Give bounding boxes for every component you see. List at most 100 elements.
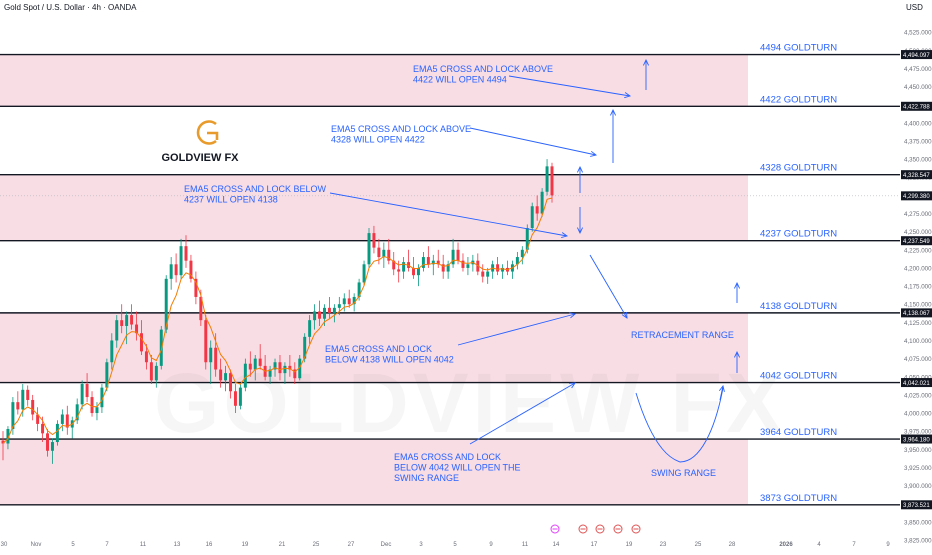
arrow-line (469, 127, 597, 156)
candle-body (352, 296, 356, 305)
candle-body (130, 315, 134, 325)
economic-events[interactable] (550, 524, 641, 534)
candle-body (436, 260, 440, 265)
x-tick-label: 23 (660, 542, 667, 548)
arrow-head (621, 311, 628, 319)
candles (1, 159, 554, 464)
candle-body (46, 433, 49, 451)
candle-body (342, 298, 346, 305)
candle-body (11, 402, 15, 429)
x-tick-label: 17 (591, 542, 598, 548)
y-tick-label: 4,250.000 (904, 229, 932, 236)
level-price-box-7 (901, 500, 932, 510)
candle-body (431, 260, 435, 265)
x-tick-label: Nov (31, 542, 42, 548)
candle-body (140, 333, 143, 352)
candle-body (110, 340, 114, 363)
candle-body (535, 206, 539, 214)
candle-body (50, 442, 54, 451)
annotation-line: SWING RANGE (651, 468, 716, 478)
arrow-line (469, 382, 576, 445)
candle-body (515, 257, 519, 265)
arrow-head (568, 382, 576, 389)
candle-body (125, 315, 129, 326)
x-tick-label: 4 (817, 542, 821, 548)
candle-body (248, 363, 252, 370)
candle-body (288, 365, 292, 370)
y-tick-label: 3,950.000 (904, 447, 932, 454)
candle-body (115, 320, 119, 341)
x-tick-label: 5 (453, 542, 457, 548)
y-tick-label: 4,100.000 (904, 338, 932, 345)
annotation-line: RETRACEMENT RANGE (631, 330, 734, 340)
candle-body (164, 278, 168, 330)
y-tick-label: 4,175.000 (904, 284, 932, 291)
goldview-logo: GOLDVIEW FX (162, 120, 239, 164)
candle-body (219, 369, 223, 381)
candle-body (446, 264, 450, 272)
level-price-box-3 (901, 236, 932, 246)
y-tick-label: 4,050.000 (904, 374, 932, 381)
candle-body (105, 362, 109, 388)
candle-body (6, 428, 10, 444)
x-tick-label: 19 (626, 542, 633, 548)
candle-body (273, 362, 277, 370)
arrow-head (733, 350, 741, 358)
candle-body (426, 257, 430, 265)
candle-body (461, 260, 465, 268)
arrow-head (561, 232, 569, 239)
candle-body (85, 384, 89, 398)
chart-title: Gold Spot / U.S. Dollar · 4h · OANDA (4, 3, 137, 12)
level-price-text-1: 4,422.788 (903, 105, 930, 111)
level-price-text-7: 3,873.521 (903, 503, 930, 509)
level-price-text-2: 4,328.547 (903, 173, 930, 179)
candle-body (214, 347, 218, 370)
x-tick-label: 25 (313, 542, 320, 548)
candle-body (327, 307, 331, 313)
candle-body (520, 249, 524, 258)
annotation-0: EMA5 CROSS AND LOCK ABOVE 4422 WILL OPEN … (413, 64, 553, 85)
candle-body (501, 267, 505, 272)
level-price-text-0: 4,494.097 (903, 53, 930, 59)
price-axis[interactable]: 3,825.0003,850.0003,875.0003,900.0003,92… (901, 30, 932, 545)
candle-body (496, 264, 500, 272)
annotation-line: 4237 WILL OPEN 4138 (184, 195, 278, 205)
candle-body (189, 260, 193, 279)
candle-body (540, 191, 544, 214)
level-price-box-4 (901, 308, 932, 318)
time-axis[interactable]: 30 Nov 5 7 11 13 16 19 21 25 27 Dec 3 5 9 11 14 17 19 23 25 2… (1, 542, 891, 548)
zone-0 (0, 54, 748, 107)
x-tick-label: 2026 (779, 542, 793, 548)
candle-body (337, 304, 341, 308)
candle-body (412, 267, 415, 276)
annotation-3: EMA5 CROSS AND LOCK BELOW 4138 WILL OPEN … (325, 344, 454, 365)
level-label-4: 4138 GOLDTURN (760, 301, 837, 312)
y-tick-label: 4,200.000 (904, 265, 932, 272)
candle-body (323, 307, 326, 319)
candle-body (209, 347, 213, 363)
candle-body (60, 414, 64, 424)
candle-body (530, 206, 534, 229)
y-tick-label: 4,000.000 (904, 411, 932, 418)
annotation-line: EMA5 CROSS AND LOCK ABOVE (413, 64, 553, 74)
candle-body (95, 407, 99, 414)
candle-body (332, 307, 336, 313)
candle-body (16, 402, 20, 410)
candle-body (387, 249, 391, 261)
level-price-text-3: 4,237.549 (903, 239, 930, 245)
candle-body (451, 249, 455, 265)
x-tick-label: 13 (174, 542, 181, 548)
candle-body (367, 233, 371, 265)
y-tick-label: 4,525.000 (904, 30, 932, 37)
candle-body (441, 264, 445, 272)
x-tick-label: 16 (206, 542, 213, 548)
annotation-line: EMA5 CROSS AND LOCK (325, 344, 432, 354)
annotation-6: SWING RANGE (651, 468, 716, 478)
candle-body (347, 298, 351, 305)
annotation-line: BELOW 4138 WILL OPEN 4042 (325, 355, 454, 365)
candle-body (298, 358, 302, 379)
candle-body (283, 365, 287, 374)
y-tick-label: 4,350.000 (904, 157, 932, 164)
candle-body (154, 365, 158, 381)
